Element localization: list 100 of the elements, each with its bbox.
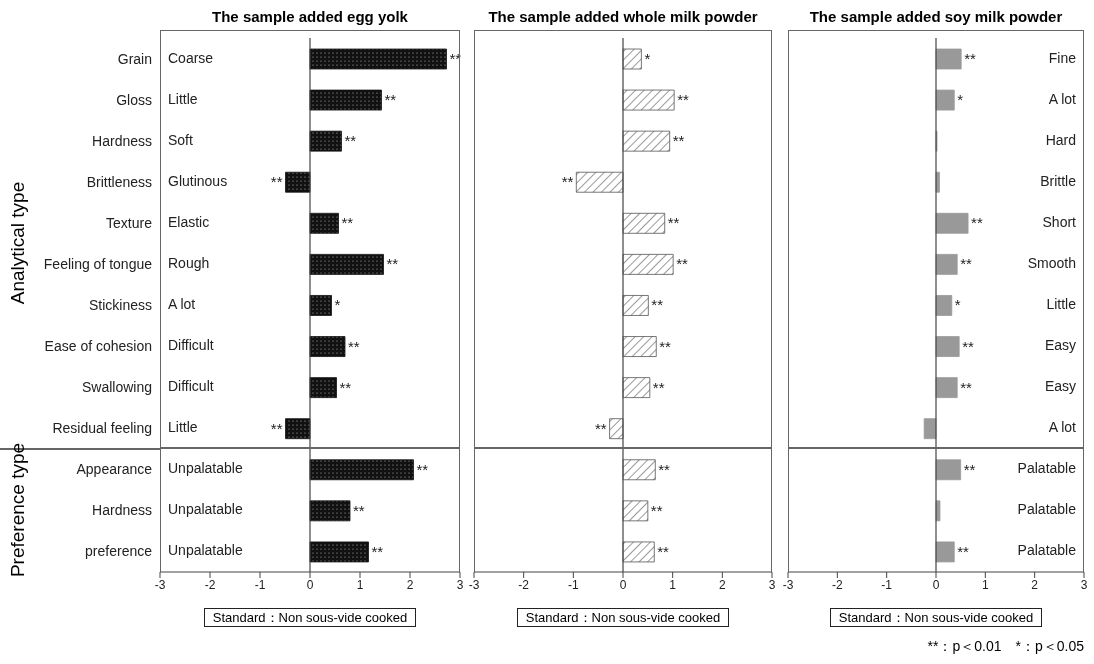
annotation: Difficult: [168, 337, 214, 354]
y-tick-label: Brittleness: [86, 173, 152, 190]
data-label: **: [386, 255, 399, 273]
annotation: Unpalatable: [168, 542, 243, 559]
x-tick-label: 1: [356, 577, 364, 592]
data-label: **: [371, 542, 384, 560]
x-tick-label: -2: [832, 577, 843, 592]
x-tick-label: -1: [568, 577, 579, 592]
y-tick-label: Feeling of tongue: [43, 255, 153, 272]
x-tick-label: 3: [1080, 577, 1088, 592]
x-tick-label: -2: [518, 577, 530, 592]
annotation: Palatable: [1017, 501, 1076, 518]
data-label: *: [957, 91, 964, 109]
annotation: Easy: [1044, 337, 1076, 354]
x-tick-label: -1: [881, 577, 893, 592]
data-label: *: [644, 50, 651, 67]
data-label: **: [650, 501, 663, 519]
x-tick-label: -3: [468, 577, 480, 592]
data-label: **: [652, 378, 665, 396]
annotation: Elastic: [168, 213, 210, 230]
y-tick-label: Ease of cohesion: [44, 338, 152, 355]
annotation: Short: [1042, 213, 1076, 230]
y-tick-label: Hardness: [92, 132, 152, 149]
y-tick-label: Stickiness: [88, 296, 152, 313]
annotation: Hard: [1045, 131, 1076, 148]
annotation: Little: [168, 90, 198, 107]
annotation: Palatable: [1017, 542, 1076, 559]
annotation: A lot: [1048, 419, 1076, 436]
data-label: **: [667, 214, 680, 232]
x-axis-title: Standard：Non sous-vide cooked: [203, 608, 417, 627]
y-tick-label: Grain: [117, 50, 152, 67]
annotation: Soft: [168, 131, 193, 148]
x-tick-label: 2: [406, 577, 414, 592]
data-label: **: [594, 419, 607, 437]
x-tick-label: 3: [768, 577, 776, 592]
data-label: **: [960, 378, 973, 396]
y-tick-label: Residual feeling: [52, 420, 152, 437]
chart-title: The sample added soy milk powder: [808, 8, 1064, 25]
data-label: **: [971, 214, 983, 232]
y-tick-label: Swallowing: [81, 379, 152, 396]
annotation: A lot: [1048, 90, 1076, 107]
annotation: Little: [168, 419, 198, 436]
annotation: Little: [1046, 296, 1076, 312]
annotation: Fine: [1048, 49, 1076, 66]
data-label: **: [676, 255, 688, 273]
data-label: **: [416, 460, 429, 478]
data-label: **: [270, 419, 283, 437]
annotation: Smooth: [1027, 254, 1076, 271]
annotation: A lot: [168, 296, 196, 312]
text: Preference type: [7, 443, 29, 578]
chart-title: The sample added whole milk powder: [487, 8, 759, 25]
annotation: Brittle: [1040, 172, 1076, 189]
data-label: **: [957, 542, 970, 560]
data-label: **: [672, 132, 685, 150]
data-label: **: [348, 337, 360, 355]
data-label: **: [344, 132, 357, 150]
y-tick-label: Texture: [106, 214, 153, 231]
data-label: *: [954, 296, 961, 314]
x-tick-label: 0: [619, 577, 627, 592]
x-axis-title: Standard：Non sous-vide cooked: [829, 608, 1043, 627]
y-tick-label: preference: [85, 543, 153, 560]
x-tick-label: -1: [254, 577, 266, 592]
x-tick-label: 1: [669, 577, 677, 592]
data-label: **: [353, 501, 365, 519]
data-label: **: [962, 337, 975, 355]
data-label: **: [658, 460, 671, 478]
x-tick-label: -3: [782, 577, 794, 592]
data-label: **: [384, 91, 397, 109]
x-tick-label: 0: [306, 577, 314, 592]
data-label: **: [659, 337, 672, 355]
data-label: **: [960, 255, 973, 273]
x-tick-label: -2: [204, 577, 216, 592]
chart-title: The sample added egg yolk: [211, 8, 409, 25]
annotation: Unpalatable: [168, 501, 243, 518]
x-tick-label: 3: [456, 577, 464, 592]
data-label: **: [677, 91, 689, 109]
x-axis-title: Standard：Non sous-vide cooked: [516, 608, 730, 627]
y-tick-label: Appearance: [76, 461, 153, 478]
data-label: *: [334, 296, 341, 314]
x-tick-label: 1: [981, 577, 989, 592]
x-tick-label: 2: [1031, 577, 1039, 592]
data-label: **: [270, 173, 283, 191]
annotation: Palatable: [1017, 460, 1076, 477]
data-label: **: [657, 542, 670, 560]
data-label: **: [341, 214, 354, 232]
data-label: **: [561, 173, 574, 191]
data-label: **: [651, 296, 664, 314]
annotation: Easy: [1044, 378, 1076, 395]
x-tick-label: 0: [932, 577, 940, 592]
text: **：p＜0.01 *：p＜0.05: [927, 638, 1084, 656]
annotation: Glutinous: [168, 172, 228, 189]
annotation: Rough: [168, 254, 210, 271]
x-tick-label: -3: [154, 577, 166, 592]
data-label: **: [339, 378, 352, 396]
text: Analytical type: [7, 182, 29, 305]
data-label: **: [963, 460, 976, 478]
annotation: Coarse: [168, 49, 214, 66]
y-tick-label: Hardness: [92, 502, 152, 519]
y-tick-label: Gloss: [116, 91, 152, 108]
data-label: **: [964, 50, 976, 67]
